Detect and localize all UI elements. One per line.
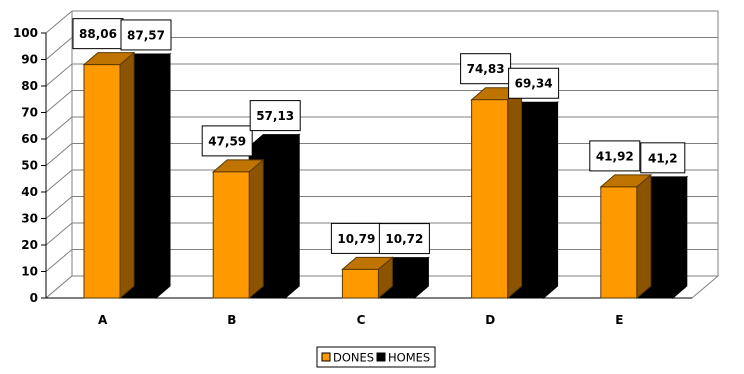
gridline-side (45, 143, 73, 166)
gridline-side (45, 169, 73, 193)
y-tick-label: 100 (13, 26, 38, 40)
data-label-dones-B-box (201, 125, 253, 157)
legend-label: DONES (333, 351, 374, 365)
data-label-homes-E-box (640, 142, 686, 174)
bar-dones-D (470, 86, 523, 300)
gridline-side (45, 249, 73, 272)
bar-dones-A-side (119, 51, 135, 300)
bar-dones-E (599, 173, 653, 300)
gridline-side (45, 37, 73, 60)
data-label-dones-B: 47,59 (201, 125, 253, 157)
data-label-homes-C: 10,72 (378, 223, 430, 255)
y-tick-label: 90 (21, 53, 38, 67)
legend-swatch (321, 352, 331, 362)
bar-dones-B-front (212, 171, 250, 299)
x-tick-label: E (615, 313, 623, 327)
gridline-side (45, 10, 73, 34)
y-tick-label: 80 (21, 79, 38, 93)
y-tick-label: 30 (21, 212, 38, 226)
bar-dones-B (211, 158, 265, 300)
data-label-dones-D-text: 74,83 (467, 62, 505, 76)
gridline-side (45, 196, 73, 219)
data-label-homes-D: 69,34 (508, 67, 560, 99)
y-tick-label: 0 (30, 291, 38, 305)
gridline-side (45, 90, 73, 113)
gridline-side (45, 63, 73, 87)
data-label-dones-A-text: 88,06 (79, 27, 117, 41)
data-label-homes-A-box (120, 19, 172, 51)
data-label-homes-B-box (249, 100, 301, 132)
y-tick-label: 70 (21, 106, 38, 120)
y-tick-label: 20 (21, 238, 38, 252)
bar-homes-E-side (672, 175, 688, 300)
legend-swatch (376, 352, 386, 362)
gridline-side (45, 222, 73, 246)
data-label-dones-C-box (330, 222, 382, 254)
x-tick-label: A (98, 313, 108, 327)
data-label-dones-C: 10,79 (330, 222, 382, 254)
data-label-dones-D: 74,83 (460, 53, 512, 85)
bar-dones-E-front (600, 186, 638, 299)
legend-label: HOMES (388, 351, 430, 365)
bar-dones-A-front (83, 64, 121, 299)
bar-dones-C (341, 256, 394, 300)
gridline-side (45, 116, 73, 140)
x-axis: A B C D E (98, 313, 624, 327)
bar-dones-E-side (636, 173, 652, 300)
data-label-homes-D-box (508, 67, 560, 99)
bar-dones-D-front (471, 99, 509, 299)
bar-homes-D-side (543, 101, 559, 300)
y-axis: 0 10 20 30 40 50 60 70 80 90 100 (13, 26, 692, 305)
data-labels: 88,06 87,57 47,59 57,13 10,79 10,72 74,83 69,34… (72, 18, 686, 255)
data-label-dones-E-box (589, 140, 641, 172)
data-label-homes-C-box (378, 223, 430, 255)
legend: DONES HOMES (316, 346, 436, 368)
bar-homes-B-side (284, 133, 300, 300)
data-label-homes-A-text: 87,57 (127, 28, 165, 42)
data-label-homes-E: 41,2 (640, 142, 686, 174)
bar-dones-C-front (341, 268, 379, 299)
data-label-dones-E: 41,92 (589, 140, 641, 172)
data-label-dones-C-text: 10,79 (337, 232, 375, 246)
y-tick-label: 60 (21, 132, 38, 146)
x-tick-label: C (357, 313, 366, 327)
data-label-homes-D-text: 69,34 (515, 77, 553, 91)
bars (82, 51, 689, 300)
y-tick-label: 10 (21, 265, 38, 279)
data-label-homes-E-text: 41,2 (648, 151, 678, 165)
legend-box (316, 346, 436, 368)
data-label-homes-C-text: 10,72 (385, 232, 423, 246)
data-label-homes-A: 87,57 (120, 19, 172, 51)
data-label-dones-E-text: 41,92 (596, 149, 634, 163)
data-label-dones-B-text: 47,59 (208, 134, 246, 148)
bar-homes-A-side (155, 52, 171, 300)
y-tick-label: 40 (21, 185, 38, 199)
x-tick-label: D (485, 313, 495, 327)
data-label-homes-B: 57,13 (249, 100, 301, 132)
data-label-homes-B-text: 57,13 (256, 109, 294, 123)
y-tick-label: 50 (21, 159, 38, 173)
bar-dones-A (82, 51, 136, 300)
data-label-dones-D-box (460, 53, 512, 85)
data-label-dones-A: 88,06 (72, 18, 124, 50)
x-tick-label: B (227, 313, 236, 327)
bar-dones-D-side (507, 86, 523, 300)
bar-dones-B-side (248, 158, 264, 300)
